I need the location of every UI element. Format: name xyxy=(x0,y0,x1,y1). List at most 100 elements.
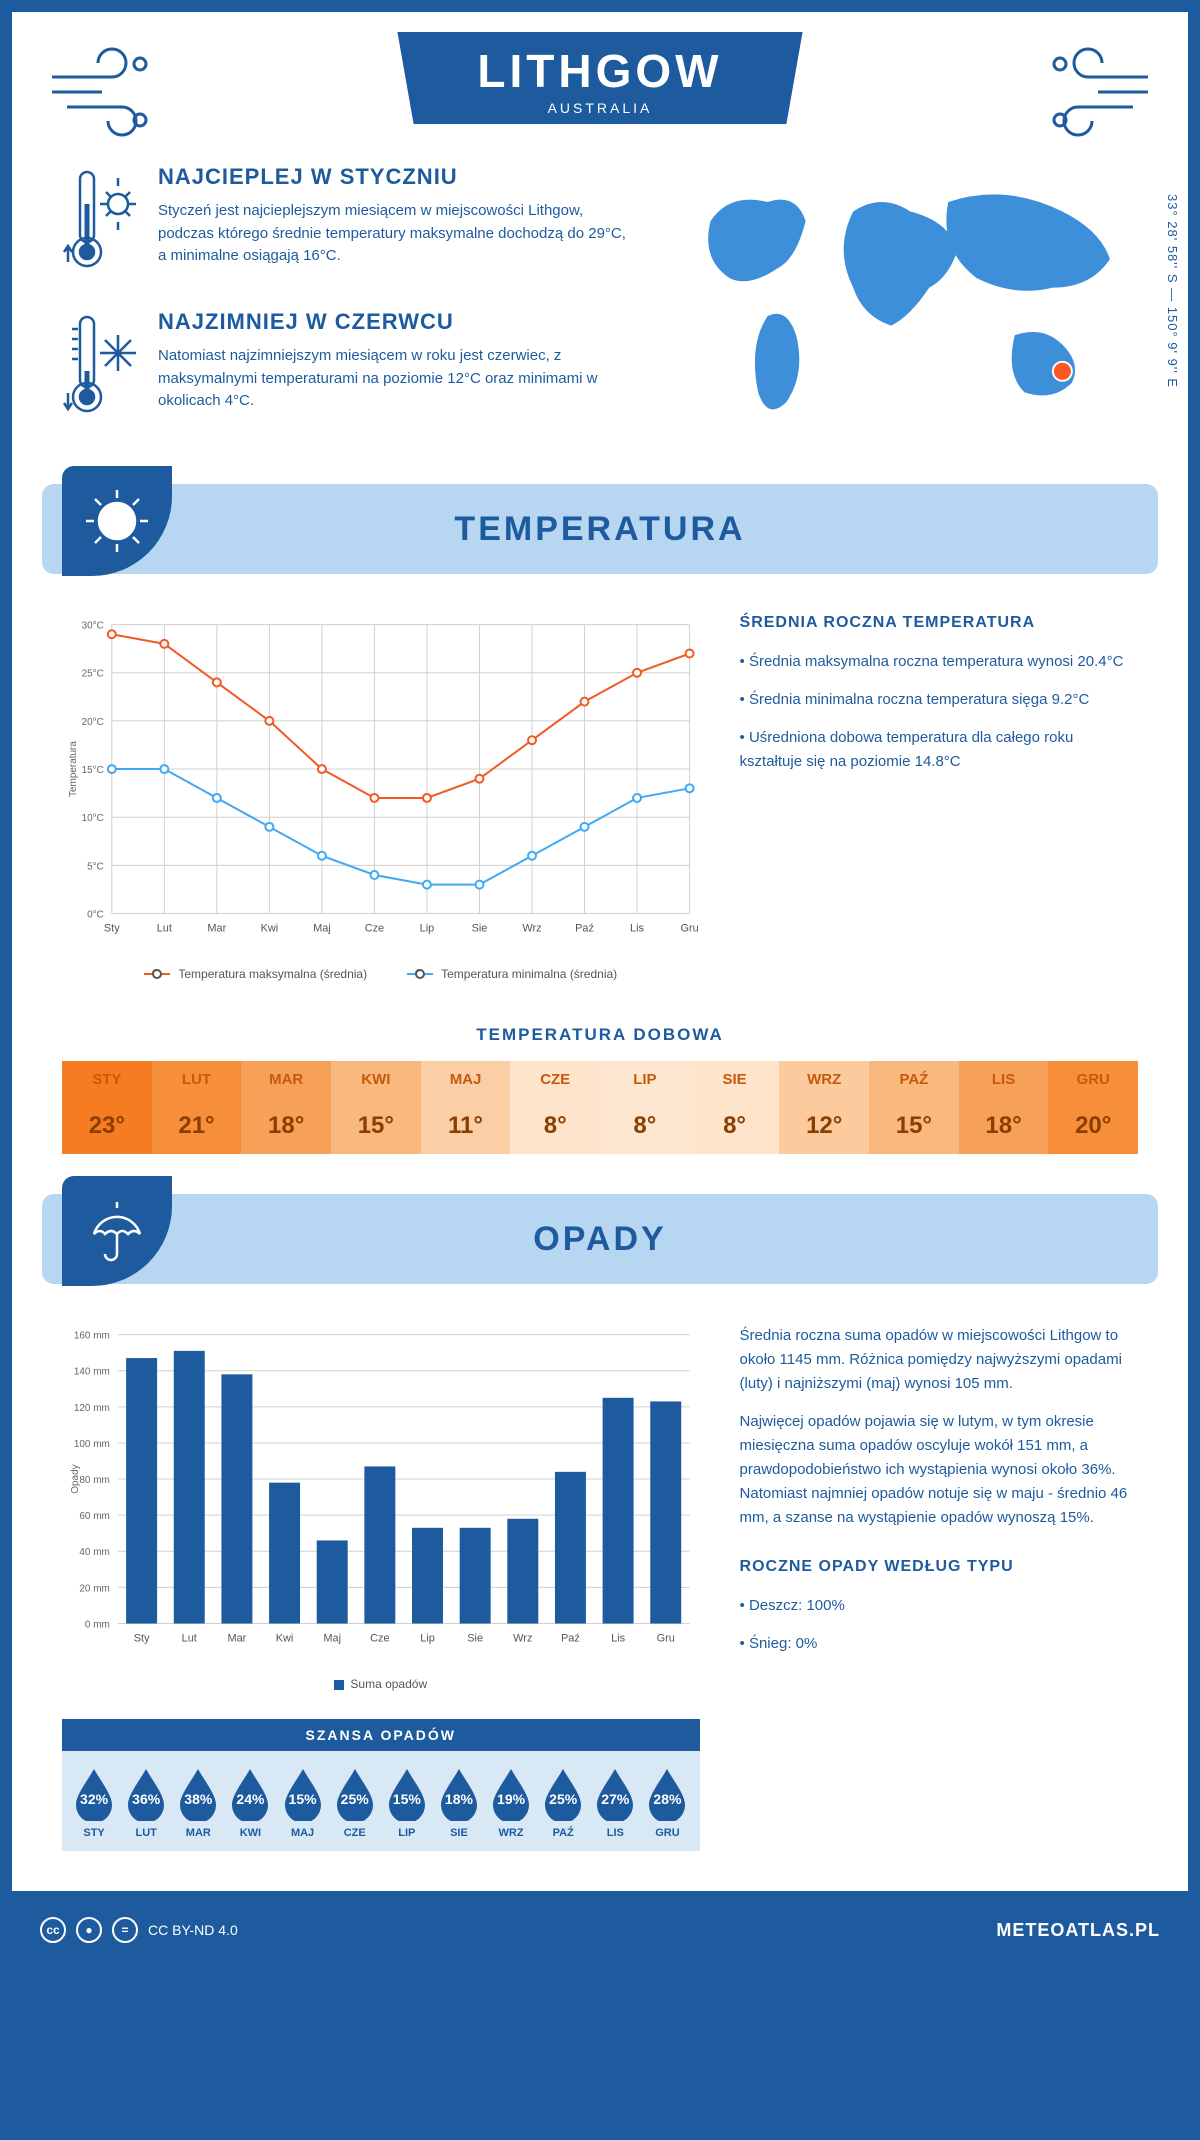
svg-text:0 mm: 0 mm xyxy=(85,1619,110,1630)
coordinates: 33° 28' 58'' S — 150° 9' 9'' E xyxy=(1165,194,1180,388)
country-name: AUSTRALIA xyxy=(477,100,722,116)
sun-icon xyxy=(62,466,172,576)
rain-type-bullet: Deszcz: 100% xyxy=(740,1594,1138,1618)
rain-chance-box: SZANSA OPADÓW 32% STY 36% LUT 38% MAR 24… xyxy=(62,1719,700,1851)
chance-col: 15% LIP xyxy=(381,1767,433,1839)
chance-col: 25% PAŹ xyxy=(537,1767,589,1839)
umbrella-icon xyxy=(62,1176,172,1286)
svg-text:Wrz: Wrz xyxy=(522,922,541,934)
temperature-line-chart: 0°C5°C10°C15°C20°C25°C30°CStyLutMarKwiMa… xyxy=(62,614,700,954)
rain-chart-legend: Suma opadów xyxy=(62,1677,700,1691)
chance-col: 24% KWI xyxy=(224,1767,276,1839)
coldest-text: Natomiast najzimniejszym miesiącem w rok… xyxy=(158,345,633,413)
daily-temp-table: STY23°LUT21°MAR18°KWI15°MAJ11°CZE8°LIP8°… xyxy=(62,1061,1138,1154)
rain-text-2: Najwięcej opadów pojawia się w lutym, w … xyxy=(740,1410,1138,1530)
chance-col: 25% CZE xyxy=(329,1767,381,1839)
chance-col: 28% GRU xyxy=(641,1767,693,1839)
precipitation-bar-chart: 0 mm20 mm40 mm60 mm80 mm100 mm120 mm140 … xyxy=(62,1324,700,1664)
svg-text:Lis: Lis xyxy=(630,922,645,934)
svg-text:Wrz: Wrz xyxy=(513,1632,532,1644)
svg-text:Cze: Cze xyxy=(370,1632,389,1644)
world-map xyxy=(663,164,1138,435)
temp-table-col: WRZ12° xyxy=(779,1061,869,1154)
hottest-text: Styczeń jest najcieplejszym miesiącem w … xyxy=(158,200,633,268)
svg-text:Mar: Mar xyxy=(227,1632,246,1644)
svg-text:20 mm: 20 mm xyxy=(79,1583,109,1594)
chance-col: 19% WRZ xyxy=(485,1767,537,1839)
section-title-rain: OPADY xyxy=(533,1220,666,1259)
site-name: METEOATLAS.PL xyxy=(996,1920,1160,1941)
svg-text:Sie: Sie xyxy=(472,922,488,934)
rain-type-heading: ROCZNE OPADY WEDŁUG TYPU xyxy=(740,1558,1138,1576)
rain-summary: Średnia roczna suma opadów w miejscowośc… xyxy=(740,1324,1138,1670)
chance-col: 15% MAJ xyxy=(277,1767,329,1839)
temp-table-col: MAJ11° xyxy=(421,1061,511,1154)
svg-text:30°C: 30°C xyxy=(82,621,104,632)
svg-text:Lis: Lis xyxy=(611,1632,626,1644)
cc-icon: cc xyxy=(40,1917,66,1943)
svg-text:Paź: Paź xyxy=(561,1632,580,1644)
temp-table-col: LIS18° xyxy=(959,1061,1049,1154)
temp-table-col: KWI15° xyxy=(331,1061,421,1154)
svg-text:Lut: Lut xyxy=(182,1632,197,1644)
chance-col: 36% LUT xyxy=(120,1767,172,1839)
svg-text:25°C: 25°C xyxy=(82,669,104,680)
svg-text:Paź: Paź xyxy=(575,922,594,934)
chance-col: 18% SIE xyxy=(433,1767,485,1839)
svg-text:80 mm: 80 mm xyxy=(79,1475,109,1486)
svg-text:Sie: Sie xyxy=(467,1632,483,1644)
rain-type-bullet: Śnieg: 0% xyxy=(740,1632,1138,1656)
svg-text:140 mm: 140 mm xyxy=(74,1367,110,1378)
footer: cc ● = CC BY-ND 4.0 METEOATLAS.PL xyxy=(0,1903,1200,1957)
svg-text:Mar: Mar xyxy=(207,922,226,934)
thermometer-cold-icon xyxy=(62,309,142,424)
header: LITHGOW AUSTRALIA xyxy=(12,12,1188,154)
svg-text:Kwi: Kwi xyxy=(261,922,279,934)
svg-text:15°C: 15°C xyxy=(82,765,104,776)
infographic-page: LITHGOW AUSTRALIA xyxy=(12,12,1188,1891)
rain-content: 0 mm20 mm40 mm60 mm80 mm100 mm120 mm140 … xyxy=(12,1284,1188,1871)
svg-text:0°C: 0°C xyxy=(87,909,104,920)
temp-table-col: LUT21° xyxy=(152,1061,242,1154)
temp-table-col: SIE8° xyxy=(690,1061,780,1154)
legend-item: Temperatura minimalna (średnia) xyxy=(407,967,617,981)
svg-text:Gru: Gru xyxy=(680,922,698,934)
svg-text:Opady: Opady xyxy=(70,1464,81,1493)
svg-text:20°C: 20°C xyxy=(82,717,104,728)
temp-table-col: MAR18° xyxy=(241,1061,331,1154)
legend-item: Temperatura maksymalna (średnia) xyxy=(144,967,367,981)
temp-bullet: Średnia maksymalna roczna temperatura wy… xyxy=(740,650,1138,674)
chance-col: 38% MAR xyxy=(172,1767,224,1839)
temp-table-col: GRU20° xyxy=(1048,1061,1138,1154)
temp-summary-heading: ŚREDNIA ROCZNA TEMPERATURA xyxy=(740,614,1138,632)
svg-text:Maj: Maj xyxy=(323,1632,341,1644)
nd-icon: = xyxy=(112,1917,138,1943)
rain-text-1: Średnia roczna suma opadów w miejscowośc… xyxy=(740,1324,1138,1396)
temp-summary: ŚREDNIA ROCZNA TEMPERATURA Średnia maksy… xyxy=(740,614,1138,788)
rain-legend-label: Suma opadów xyxy=(350,1677,427,1691)
svg-text:Lip: Lip xyxy=(420,1632,435,1644)
summary-row: NAJCIEPLEJ W STYCZNIU Styczeń jest najci… xyxy=(12,154,1188,484)
hottest-title: NAJCIEPLEJ W STYCZNIU xyxy=(158,164,633,190)
temp-bullet: Średnia minimalna roczna temperatura się… xyxy=(740,688,1138,712)
coldest-block: NAJZIMNIEJ W CZERWCU Natomiast najzimnie… xyxy=(62,309,633,424)
section-header-rain: OPADY xyxy=(42,1194,1158,1284)
hottest-block: NAJCIEPLEJ W STYCZNIU Styczeń jest najci… xyxy=(62,164,633,279)
svg-text:40 mm: 40 mm xyxy=(79,1547,109,1558)
svg-text:Gru: Gru xyxy=(657,1632,675,1644)
rain-chance-heading: SZANSA OPADÓW xyxy=(62,1719,700,1751)
svg-text:60 mm: 60 mm xyxy=(79,1511,109,1522)
svg-text:5°C: 5°C xyxy=(87,861,104,872)
temp-table-col: CZE8° xyxy=(510,1061,600,1154)
svg-text:Maj: Maj xyxy=(313,922,331,934)
svg-text:Cze: Cze xyxy=(365,922,384,934)
city-banner: LITHGOW AUSTRALIA xyxy=(397,32,802,124)
temp-table-col: LIP8° xyxy=(600,1061,690,1154)
temp-bullet: Uśredniona dobowa temperatura dla całego… xyxy=(740,726,1138,774)
svg-text:Kwi: Kwi xyxy=(276,1632,294,1644)
license-text: CC BY-ND 4.0 xyxy=(148,1922,238,1938)
svg-text:Sty: Sty xyxy=(104,922,120,934)
temp-table-col: STY23° xyxy=(62,1061,152,1154)
daily-temp-heading: TEMPERATURA DOBOWA xyxy=(12,1025,1188,1045)
svg-text:120 mm: 120 mm xyxy=(74,1403,110,1414)
